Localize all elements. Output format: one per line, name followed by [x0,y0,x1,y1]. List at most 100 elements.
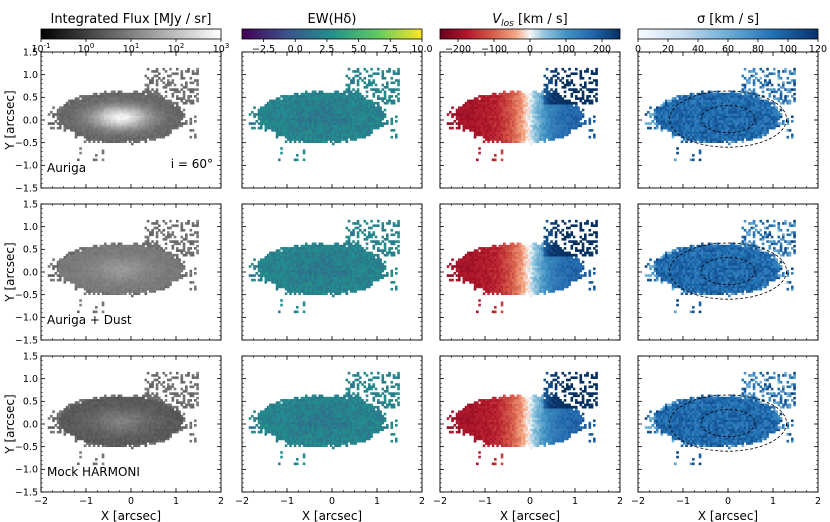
map-pixel [316,117,319,121]
map-pixel [160,253,163,257]
map-pixel [140,287,143,291]
map-pixel [323,120,326,123]
map-pixel [110,428,114,432]
map-pixel [144,74,148,78]
map-pixel [365,133,369,137]
map-pixel [135,124,139,128]
map-pixel [92,414,96,418]
map-pixel [153,414,157,418]
map-pixel [119,290,123,293]
map-pixel [316,120,319,123]
map-pixel [178,401,181,404]
map-pixel [88,408,91,411]
map-pixel [293,115,297,119]
map-pixel [81,110,85,114]
map-pixel [158,283,161,286]
map-pixel [110,99,114,103]
map-pixel [354,99,358,103]
map-pixel [253,106,256,110]
map-pixel [70,129,73,132]
map-pixel [92,260,96,264]
map-pixel [131,439,134,443]
map-pixel [262,122,265,125]
map-pixel [164,86,168,89]
map-pixel [124,290,127,293]
map-pixel [68,428,71,432]
map-pixel [149,258,152,262]
map-pixel [314,106,317,110]
map-pixel [173,278,177,282]
map-pixel [124,262,127,266]
map-pixel [133,399,136,402]
colorbar-flux: Integrated Flux [MJy / sr]10-1 100 101 102 1… [31,12,229,55]
map-pixel [162,81,166,85]
map-pixel [309,99,313,103]
map-pixel [287,99,290,103]
map-pixel [65,274,69,277]
map-pixel [135,396,139,400]
map-pixel [92,122,96,125]
map-pixel [271,104,274,107]
map-pixel [162,269,166,273]
map-pixel [164,238,168,241]
map-pixel [359,72,362,76]
map-pixel [72,260,76,264]
map-pixel [167,426,170,429]
map-pixel [124,122,127,125]
map-pixel [104,269,107,273]
map-pixel [142,433,145,436]
map-pixel [101,131,105,134]
map-pixel [106,410,109,414]
map-pixel [135,281,139,284]
map-pixel [334,115,337,119]
map-pixel [350,101,353,105]
map-pixel [77,258,80,262]
map-pixel [146,267,150,271]
map-pixel [298,115,301,119]
map-pixel [115,131,118,134]
map-pixel [142,419,145,423]
map-pixel [124,412,127,416]
map-pixel [140,276,143,280]
map-pixel [189,90,193,94]
map-pixel [124,408,127,411]
map-pixel [140,435,143,438]
map-pixel [122,99,125,103]
map-pixel [54,417,58,420]
map-pixel [182,405,186,409]
map-pixel [90,408,94,411]
map-pixel [146,104,150,107]
map-pixel [278,158,281,162]
map-pixel [171,265,175,268]
map-pixel [106,115,109,119]
map-pixel [273,106,277,110]
map-pixel [307,108,310,112]
map-pixel [72,110,76,114]
map-pixel [314,124,317,128]
map-pixel [329,129,333,132]
map-pixel [79,258,82,262]
map-pixel [363,122,367,125]
map-pixel [117,283,121,286]
map-pixel [155,235,159,239]
map-pixel [140,135,143,139]
map-pixel [95,408,98,411]
map-pixel [124,283,127,286]
map-pixel [155,430,159,434]
map-pixel [176,399,179,402]
map-pixel [135,115,139,119]
map-pixel [311,115,315,119]
map-pixel [338,133,342,137]
map-pixel [74,97,78,100]
map-pixel [309,95,313,98]
map-pixel [99,287,103,291]
map-pixel [72,120,76,123]
map-pixel [128,131,132,134]
map-pixel [63,412,67,416]
map-pixel [101,113,105,116]
map-pixel [68,408,71,411]
map-pixel [133,435,136,438]
map-pixel [153,262,157,266]
map-pixel [92,115,96,119]
map-pixel [137,265,141,268]
